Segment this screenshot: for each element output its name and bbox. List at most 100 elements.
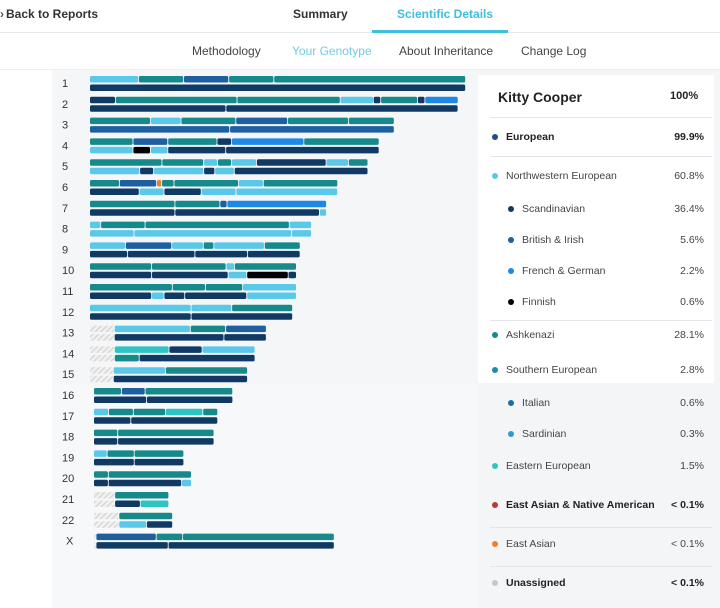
chromosome-segment[interactable] — [152, 271, 228, 279]
chromosome-segment[interactable] — [288, 117, 349, 125]
chromosome-segment[interactable] — [107, 450, 134, 457]
chromosome-segment[interactable] — [157, 180, 162, 187]
chromosome-segment[interactable] — [168, 146, 226, 154]
chromosome-segment[interactable] — [90, 284, 172, 291]
chromosome-segment[interactable] — [156, 533, 183, 541]
chromosome-segment[interactable] — [228, 271, 247, 279]
chromosome-segment[interactable] — [108, 471, 191, 478]
chromosome-segment[interactable] — [133, 408, 166, 416]
chromosome-segment[interactable] — [236, 188, 338, 196]
chromosome-segment[interactable] — [113, 367, 165, 374]
chromosome-segment[interactable] — [94, 471, 108, 478]
chromosome-segment[interactable] — [169, 346, 202, 353]
ancestry-row[interactable]: East Asian < 0.1% — [478, 538, 714, 552]
chromosome-segment[interactable] — [417, 96, 425, 104]
chromosome-segment[interactable] — [182, 479, 191, 487]
chromosome-segment[interactable] — [146, 521, 173, 528]
chromosome-segment[interactable] — [90, 146, 133, 154]
chromosome-segment[interactable] — [150, 146, 168, 154]
chromosome-segment[interactable] — [121, 388, 145, 395]
chromosome-segment[interactable] — [94, 512, 119, 520]
back-to-reports-link[interactable]: › Back to Reports — [0, 7, 98, 21]
chromosome-segment[interactable] — [119, 521, 147, 528]
chromosome-segment[interactable] — [146, 396, 233, 404]
chromosome-segment[interactable] — [226, 146, 379, 154]
chromosome-segment[interactable] — [214, 242, 264, 249]
chromosome-segment[interactable] — [90, 221, 101, 229]
chromosome-segment[interactable] — [90, 84, 466, 92]
chromosome-segment[interactable] — [274, 76, 466, 83]
chromosome-segment[interactable] — [90, 325, 114, 333]
chromosome-segment[interactable] — [201, 188, 236, 196]
chromosome-segment[interactable] — [90, 292, 152, 300]
tab-scientific-details[interactable]: Scientific Details — [397, 7, 494, 21]
chromosome-segment[interactable] — [190, 325, 226, 333]
chromosome-segment[interactable] — [203, 242, 214, 249]
chromosome-segment[interactable] — [90, 271, 152, 279]
chromosome-segment[interactable] — [115, 96, 237, 104]
chromosome-segment[interactable] — [195, 250, 248, 258]
chromosome-segment[interactable] — [90, 304, 191, 312]
chromosome-segment[interactable] — [90, 200, 175, 208]
chromosome-segment[interactable] — [181, 117, 236, 125]
chromosome-segment[interactable] — [175, 209, 319, 216]
chromosome-segment[interactable] — [119, 180, 157, 187]
chromosome-segment[interactable] — [191, 313, 293, 320]
chromosome-segment[interactable] — [231, 138, 304, 145]
chromosome-segment[interactable] — [134, 458, 184, 466]
chromosome-segment[interactable] — [326, 159, 349, 166]
chromosome-segment[interactable] — [94, 408, 109, 416]
chromosome-segment[interactable] — [152, 263, 226, 270]
chromosome-segment[interactable] — [90, 159, 162, 166]
ancestry-row[interactable]: Eastern European 1.5% — [478, 460, 714, 474]
chromosome-segment[interactable] — [191, 304, 232, 312]
chromosome-segment[interactable] — [114, 346, 169, 353]
chromosome-segment[interactable] — [90, 167, 140, 175]
chromosome-segment[interactable] — [127, 250, 195, 258]
chromosome-segment[interactable] — [243, 284, 296, 291]
chromosome-segment[interactable] — [118, 438, 214, 445]
chromosome-segment[interactable] — [172, 242, 203, 249]
chromosome-segment[interactable] — [94, 458, 134, 466]
chromosome-segment[interactable] — [203, 408, 218, 416]
ancestry-row[interactable]: Sardinian 0.3% — [478, 428, 714, 442]
chromosome-segment[interactable] — [164, 292, 185, 300]
chromosome-segment[interactable] — [202, 346, 255, 353]
chromosome-segment[interactable] — [94, 450, 107, 457]
chromosome-segment[interactable] — [162, 180, 174, 187]
ancestry-row[interactable]: East Asian & Native American < 0.1% — [478, 499, 714, 513]
chromosome-segment[interactable] — [234, 263, 296, 270]
ancestry-row[interactable]: French & German 2.2% — [478, 265, 714, 279]
chromosome-segment[interactable] — [94, 417, 131, 424]
chromosome-segment[interactable] — [108, 479, 182, 487]
chromosome-segment[interactable] — [164, 188, 201, 196]
ancestry-row[interactable]: British & Irish 5.6% — [478, 234, 714, 248]
chromosome-segment[interactable] — [90, 117, 151, 125]
chromosome-segment[interactable] — [215, 167, 234, 175]
chromosome-segment[interactable] — [234, 167, 368, 175]
chromosome-segment[interactable] — [101, 221, 145, 229]
chromosome-segment[interactable] — [224, 334, 266, 341]
chromosome-segment[interactable] — [134, 450, 184, 457]
chromosome-segment[interactable] — [227, 200, 327, 208]
chromosome-segment[interactable] — [125, 242, 172, 249]
ancestry-row[interactable]: Northwestern European 60.8% — [478, 170, 714, 184]
chromosome-segment[interactable] — [90, 188, 139, 196]
chromosome-segment[interactable] — [131, 417, 218, 424]
chromosome-segment[interactable] — [94, 438, 118, 445]
tab-summary[interactable]: Summary — [293, 7, 348, 21]
chromosome-segment[interactable] — [94, 542, 96, 549]
chromosome-segment[interactable] — [425, 96, 458, 104]
ancestry-row[interactable]: Unassigned < 0.1% — [478, 577, 714, 591]
chromosome-segment[interactable] — [236, 117, 288, 125]
chromosome-segment[interactable] — [139, 188, 164, 196]
chromosome-segment[interactable] — [90, 242, 125, 249]
chromosome-segment[interactable] — [90, 209, 175, 216]
chromosome-segment[interactable] — [226, 105, 458, 112]
chromosome-segment[interactable] — [340, 96, 373, 104]
chromosome-segment[interactable] — [145, 388, 233, 395]
chromosome-segment[interactable] — [90, 263, 152, 270]
chromosome-segment[interactable] — [94, 479, 108, 487]
chromosome-segment[interactable] — [90, 354, 114, 362]
chromosome-segment[interactable] — [175, 200, 220, 208]
